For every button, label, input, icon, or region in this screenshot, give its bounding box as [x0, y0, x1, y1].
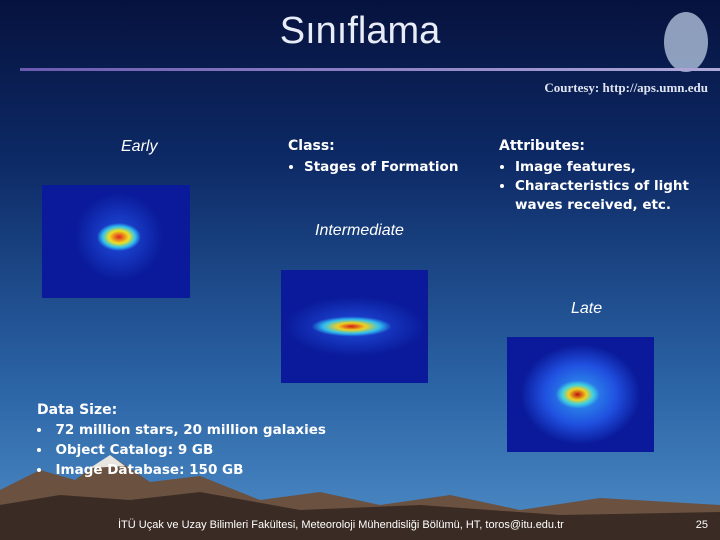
attributes-list: Image features,Characteristics of light … [499, 158, 709, 215]
attributes-block: Attributes: Image features,Characteristi… [499, 138, 709, 215]
list-item: 72 million stars, 20 million galaxies [37, 420, 437, 440]
early-image [42, 185, 190, 298]
attributes-heading: Attributes: [499, 138, 586, 154]
title: Sınıflama [279, 10, 441, 52]
list-item: Image Database: 150 GB [37, 460, 437, 480]
data-size-heading: Data Size: [37, 402, 118, 418]
list-item: Characteristics of light waves received,… [515, 177, 709, 215]
ground [0, 492, 720, 540]
list-item: Image features, [515, 158, 709, 177]
page-number: 25 [695, 519, 708, 531]
intermediate-image [281, 270, 428, 383]
class-heading: Class: [288, 138, 335, 154]
title-rule [20, 68, 720, 71]
list-item: Object Catalog: 9 GB [37, 440, 437, 460]
list-item: Stages of Formation [304, 158, 488, 177]
class-block: Class: Stages of Formation [288, 138, 488, 177]
courtesy: Courtesy: http://aps.umn.edu [544, 80, 708, 95]
class-list: Stages of Formation [288, 158, 488, 177]
data-size-block: Data Size: 72 million stars, 20 million … [37, 402, 437, 480]
intermediate-label: Intermediate [315, 222, 404, 239]
footer: İTÜ Uçak ve Uzay Bilimleri Fakültesi, Me… [118, 519, 564, 531]
early-label: Early [121, 138, 158, 155]
late-label: Late [571, 300, 603, 317]
data-size-list: 72 million stars, 20 million galaxiesObj… [37, 420, 437, 480]
butterfly-icon [664, 12, 708, 72]
late-image [507, 337, 654, 452]
snow [90, 455, 125, 468]
